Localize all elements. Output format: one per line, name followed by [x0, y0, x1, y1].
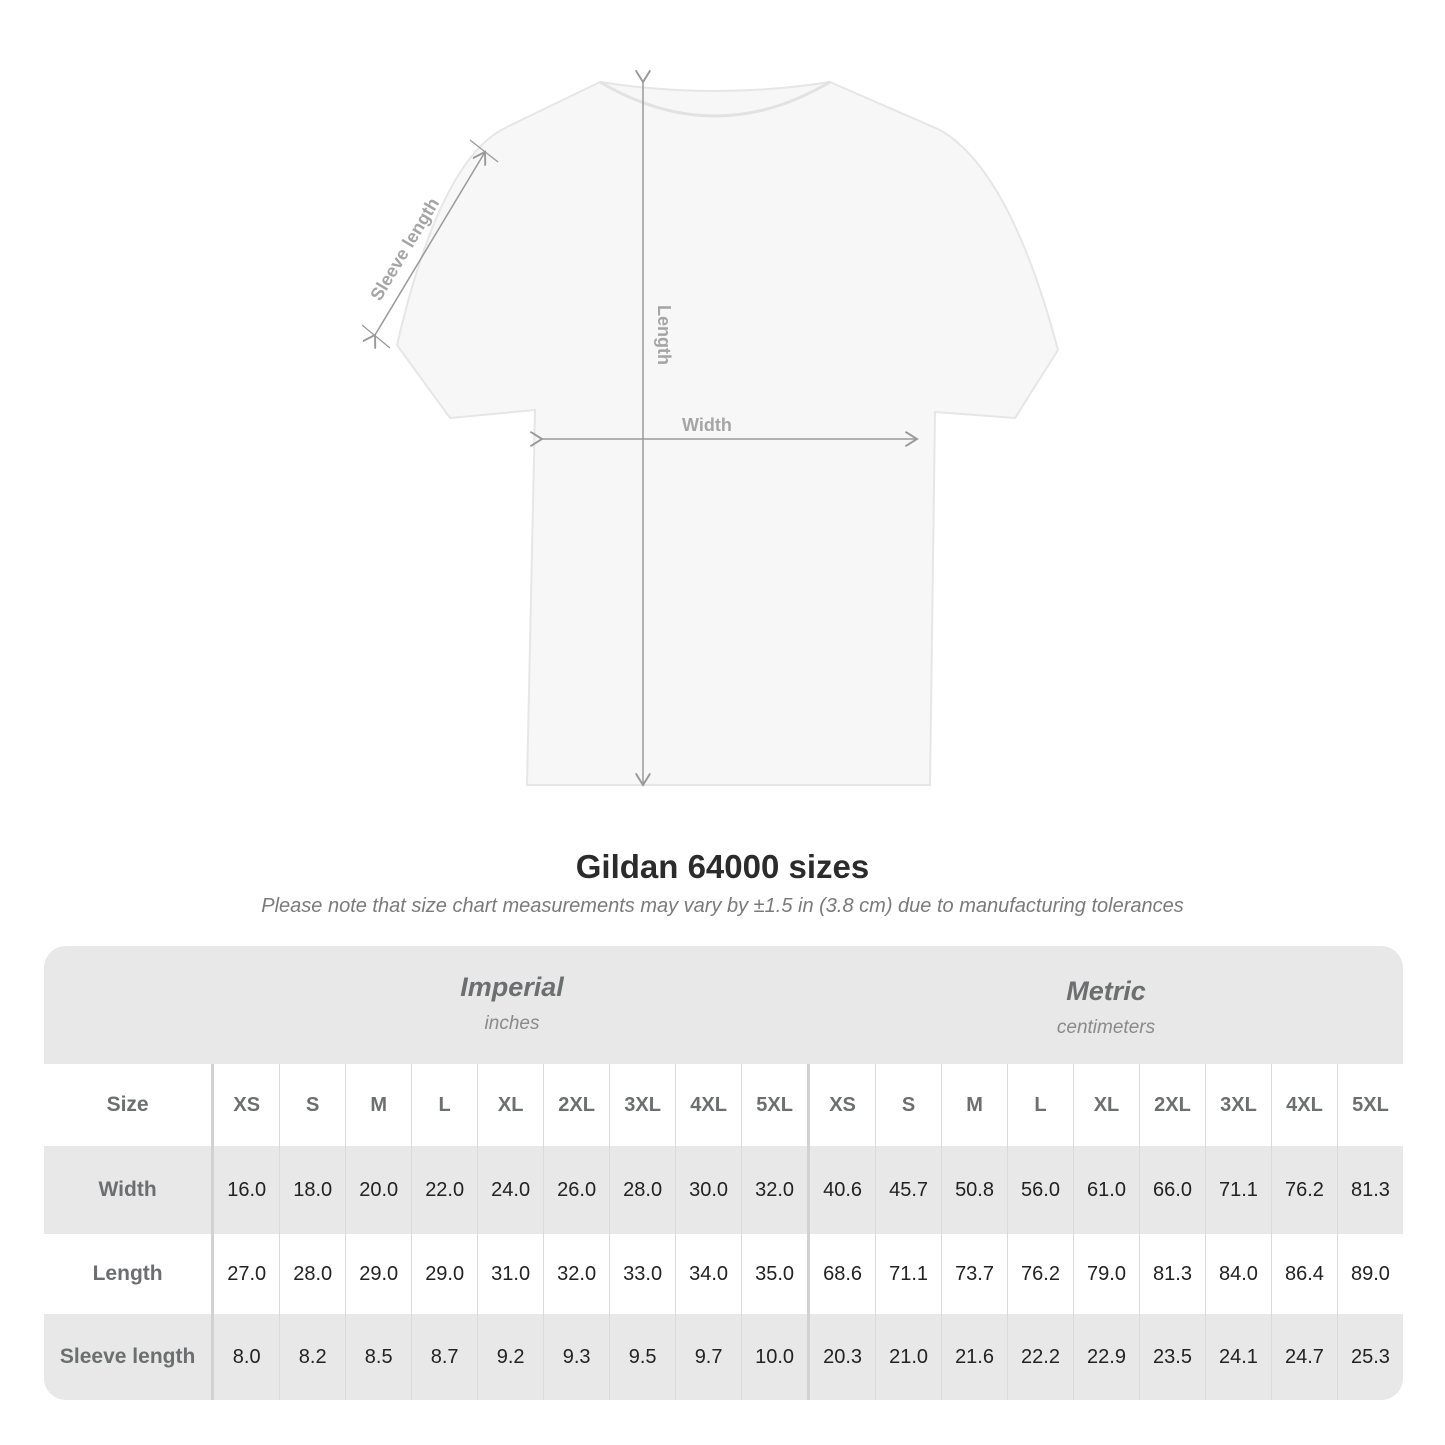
imperial-value: 32.0: [741, 1146, 809, 1234]
imperial-value: 9.7: [675, 1314, 742, 1400]
imperial-value: 22.0: [411, 1146, 478, 1234]
imperial-value: 31.0: [477, 1234, 544, 1314]
table-row: Length 27.0 28.0 29.0 29.0 31.0 32.0 33.0 34.0 35…: [44, 1234, 1403, 1314]
imperial-value: 10.0: [741, 1314, 809, 1400]
size-header-label: Size: [44, 1064, 215, 1146]
metric-title: Metric: [1066, 976, 1146, 1006]
imperial-value: 30.0: [675, 1146, 742, 1234]
metric-value: 22.9: [1073, 1314, 1140, 1400]
metric-size-4xl: 4XL: [1270, 1064, 1338, 1146]
size-table-panel: Imperial inches Metric centimeters Size X…: [44, 946, 1403, 1400]
imperial-value: 9.3: [543, 1314, 610, 1400]
metric-value: 81.3: [1139, 1234, 1206, 1314]
page-title: Gildan 64000 sizes: [575, 848, 870, 885]
imperial-size-5xl: 5XL: [741, 1064, 809, 1146]
metric-size-l: L: [1007, 1064, 1074, 1146]
imperial-value: 35.0: [741, 1234, 809, 1314]
imperial-value: 26.0: [543, 1146, 610, 1234]
metric-value: 50.8: [941, 1146, 1008, 1234]
metric-size-5xl: 5XL: [1336, 1064, 1403, 1146]
imperial-size-xs: XS: [212, 1064, 280, 1146]
imperial-size-4xl: 4XL: [675, 1064, 742, 1146]
metric-value: 45.7: [875, 1146, 942, 1234]
imperial-value: 8.0: [212, 1314, 280, 1400]
metric-value: 89.0: [1336, 1234, 1403, 1314]
metric-size-2xl: 2XL: [1139, 1064, 1206, 1146]
imperial-value: 9.5: [609, 1314, 676, 1400]
imperial-value: 18.0: [279, 1146, 346, 1234]
imperial-value: 34.0: [675, 1234, 742, 1314]
metric-value: 71.1: [1204, 1146, 1272, 1234]
imperial-header: Imperial inches: [215, 946, 809, 1064]
row-label: Length: [44, 1234, 215, 1314]
imperial-value: 8.5: [345, 1314, 412, 1400]
imperial-value: 28.0: [279, 1234, 346, 1314]
imperial-value: 28.0: [609, 1146, 676, 1234]
size-table: Size XS S M L XL 2XL 3XL 4XL 5XL XS S M L XL 2XL 3XL 4XL 5…: [44, 1064, 1403, 1400]
imperial-value: 33.0: [609, 1234, 676, 1314]
metric-value: 40.6: [807, 1146, 876, 1234]
imperial-value: 20.0: [345, 1146, 412, 1234]
imperial-title: Imperial: [460, 972, 564, 1002]
metric-value: 23.5: [1139, 1314, 1206, 1400]
table-row: Sleeve length 8.0 8.2 8.5 8.7 9.2 9.3 9.5 9.7 10.…: [44, 1314, 1403, 1400]
metric-size-m: M: [941, 1064, 1008, 1146]
tolerance-note: Please note that size chart measurements…: [261, 895, 1184, 917]
metric-value: 24.1: [1204, 1314, 1272, 1400]
imperial-size-2xl: 2XL: [543, 1064, 610, 1146]
imperial-unit: inches: [484, 1013, 540, 1034]
metric-size-xs: XS: [807, 1064, 876, 1146]
imperial-value: 24.0: [477, 1146, 544, 1234]
metric-value: 73.7: [941, 1234, 1008, 1314]
imperial-value: 8.7: [411, 1314, 478, 1400]
imperial-value: 8.2: [279, 1314, 346, 1400]
imperial-size-xl: XL: [477, 1064, 544, 1146]
imperial-size-s: S: [279, 1064, 346, 1146]
width-label: Width: [682, 415, 732, 435]
imperial-value: 29.0: [345, 1234, 412, 1314]
imperial-value: 9.2: [477, 1314, 544, 1400]
imperial-value: 32.0: [543, 1234, 610, 1314]
metric-value: 66.0: [1139, 1146, 1206, 1234]
metric-value: 81.3: [1336, 1146, 1403, 1234]
row-label: Sleeve length: [44, 1314, 215, 1400]
sleeve-measure-line: [375, 152, 485, 335]
metric-value: 25.3: [1336, 1314, 1403, 1400]
metric-header: Metric centimeters: [809, 946, 1403, 1064]
metric-size-s: S: [875, 1064, 942, 1146]
metric-value: 68.6: [807, 1234, 876, 1314]
metric-value: 21.6: [941, 1314, 1008, 1400]
table-row: Width 16.0 18.0 20.0 22.0 24.0 26.0 28.0 30.0 32.…: [44, 1146, 1403, 1234]
tshirt-diagram: Sleeve length Length Width: [361, 0, 1060, 820]
metric-value: 20.3: [807, 1314, 876, 1400]
metric-value: 61.0: [1073, 1146, 1140, 1234]
metric-value: 24.7: [1270, 1314, 1338, 1400]
imperial-value: 16.0: [212, 1146, 280, 1234]
size-header-row: Size XS S M L XL 2XL 3XL 4XL 5XL XS S M L XL 2XL 3XL 4XL 5…: [44, 1064, 1403, 1146]
length-label: Length: [654, 305, 674, 365]
metric-value: 71.1: [875, 1234, 942, 1314]
imperial-value: 27.0: [212, 1234, 280, 1314]
imperial-value: 29.0: [411, 1234, 478, 1314]
metric-value: 86.4: [1270, 1234, 1338, 1314]
imperial-size-l: L: [411, 1064, 478, 1146]
metric-value: 76.2: [1270, 1146, 1338, 1234]
metric-value: 76.2: [1007, 1234, 1074, 1314]
metric-value: 84.0: [1204, 1234, 1272, 1314]
metric-unit: centimeters: [1056, 1017, 1156, 1038]
metric-value: 56.0: [1007, 1146, 1074, 1234]
imperial-size-m: M: [345, 1064, 412, 1146]
metric-value: 79.0: [1073, 1234, 1140, 1314]
metric-size-xl: XL: [1073, 1064, 1140, 1146]
metric-size-3xl: 3XL: [1204, 1064, 1272, 1146]
metric-value: 22.2: [1007, 1314, 1074, 1400]
row-label: Width: [44, 1146, 215, 1234]
metric-value: 21.0: [875, 1314, 942, 1400]
imperial-size-3xl: 3XL: [609, 1064, 676, 1146]
